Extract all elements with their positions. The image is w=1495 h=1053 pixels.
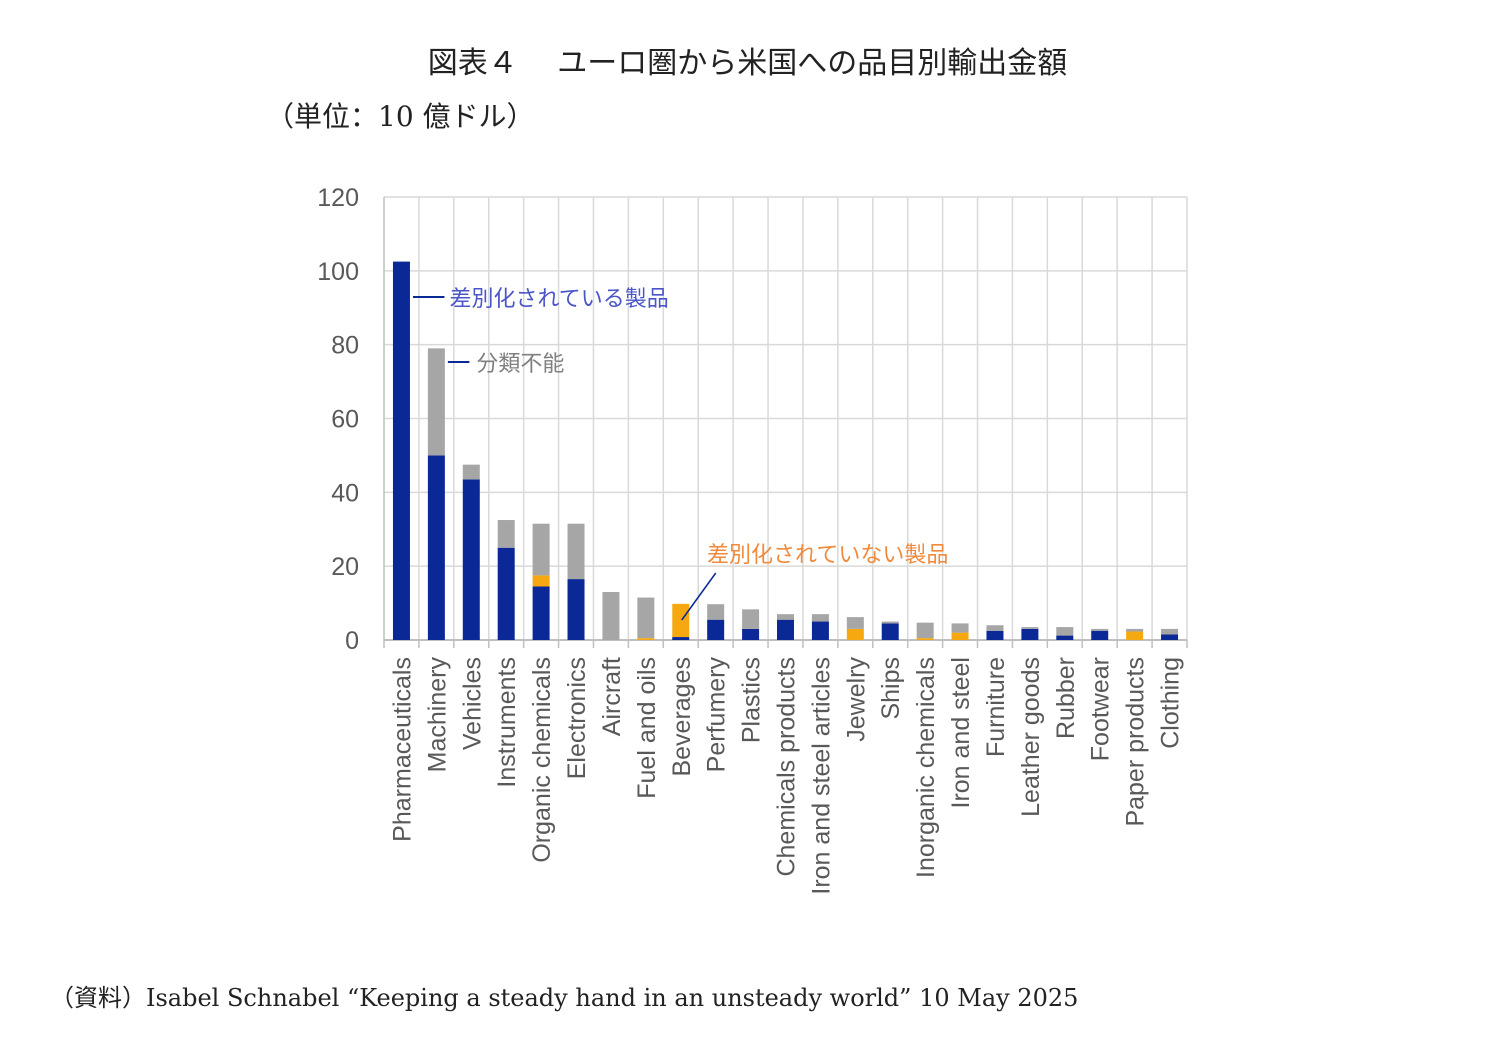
y-tick-label: 60 bbox=[331, 406, 359, 434]
bar-segment-unclassified bbox=[811, 614, 829, 622]
bar-segment-unclassified bbox=[707, 604, 725, 620]
x-tick-label: Pharmaceuticals bbox=[388, 657, 416, 842]
x-tick-label: Paper products bbox=[1122, 657, 1150, 827]
y-tick-label: 40 bbox=[331, 479, 359, 507]
bar-segment-unclassified bbox=[951, 623, 969, 633]
bar-segment-differentiated bbox=[567, 579, 585, 640]
x-tick-label: Beverages bbox=[668, 657, 696, 777]
bar-segment-differentiated bbox=[497, 547, 515, 640]
annotations: 差別化されている製品 分類不能 差別化されていない製品 bbox=[412, 287, 948, 621]
bar-segment-non-differentiated bbox=[916, 638, 934, 640]
bar-segment-unclassified bbox=[532, 523, 550, 576]
bar-segment-non-differentiated bbox=[951, 632, 969, 640]
x-tick-label: Clothing bbox=[1157, 657, 1185, 749]
x-tick-label: Leather goods bbox=[1017, 657, 1045, 817]
bar-segment-unclassified bbox=[1161, 628, 1179, 635]
bar-segment-unclassified bbox=[777, 614, 794, 620]
x-axis-labels: Pharmaceuticals Machinery Vehicles Instrume… bbox=[388, 657, 1184, 895]
source-note: （資料）Isabel Schnabel “Keeping a steady ha… bbox=[50, 984, 1079, 1012]
bar-segment-non-differentiated bbox=[532, 575, 550, 587]
bar-segment-unclassified bbox=[1056, 627, 1074, 636]
bars bbox=[392, 261, 1179, 640]
chart-title: 図表４ ユーロ圏から米国への品目別輸出金額 bbox=[427, 46, 1068, 81]
bar-segment-differentiated bbox=[672, 637, 690, 640]
annotation-non-differentiated: 差別化されていない製品 bbox=[707, 543, 948, 568]
bar-segment-unclassified bbox=[881, 621, 899, 624]
x-tick-label: Vehicles bbox=[458, 657, 486, 750]
bar-segment-unclassified bbox=[1126, 628, 1144, 632]
unit-label: （単位：10 億ドル） bbox=[266, 100, 535, 133]
bar-segment-unclassified bbox=[427, 348, 445, 456]
y-tick-label: 80 bbox=[331, 332, 359, 360]
bar-segment-differentiated bbox=[532, 586, 550, 640]
bar-segment-unclassified bbox=[462, 464, 480, 480]
x-tick-label: Fuel and oils bbox=[633, 657, 661, 799]
bar-segment-non-differentiated bbox=[637, 638, 655, 640]
bar-segment-differentiated bbox=[881, 623, 899, 640]
bar-segment-differentiated bbox=[742, 628, 760, 640]
bar-segment-differentiated bbox=[811, 621, 829, 640]
bar-segment-unclassified bbox=[846, 617, 864, 629]
x-tick-label: Machinery bbox=[423, 657, 451, 773]
y-axis: 0 20 40 60 80 100 120 bbox=[317, 184, 1188, 655]
x-tick-label: Rubber bbox=[1052, 657, 1080, 739]
bar-segment-differentiated bbox=[707, 619, 725, 640]
bar-segment-differentiated bbox=[1056, 635, 1074, 640]
bar-segment-unclassified bbox=[986, 625, 1004, 631]
x-tick-label: Electronics bbox=[563, 657, 591, 779]
bar-segment-unclassified bbox=[916, 622, 934, 639]
y-tick-label: 100 bbox=[317, 258, 359, 286]
bar-segment-differentiated bbox=[986, 630, 1004, 640]
bar-segment-non-differentiated bbox=[672, 603, 690, 638]
x-tick-label: Instruments bbox=[493, 657, 521, 788]
annotation-leader-non-differentiated bbox=[681, 572, 717, 621]
x-tick-label: Chemicals products bbox=[773, 657, 801, 877]
bar-segment-differentiated bbox=[392, 261, 410, 640]
bar-segment-unclassified bbox=[637, 597, 655, 639]
bar-segment-differentiated bbox=[462, 479, 480, 640]
x-tick-label: Furniture bbox=[982, 657, 1010, 757]
bar-segment-unclassified bbox=[742, 609, 760, 629]
annotation-differentiated: 差別化されている製品 bbox=[449, 287, 668, 312]
y-tick-label: 20 bbox=[331, 553, 359, 581]
y-tick-label: 120 bbox=[317, 184, 359, 212]
x-tick-label: Organic chemicals bbox=[528, 657, 556, 863]
bar-segment-unclassified bbox=[567, 523, 585, 580]
gridlines bbox=[384, 196, 1188, 641]
y-tick-label: 0 bbox=[345, 627, 359, 655]
annotation-unclassified: 分類不能 bbox=[476, 352, 564, 377]
bar-segment-differentiated bbox=[427, 455, 445, 640]
bar-segment-non-differentiated bbox=[1126, 631, 1144, 640]
bar-segment-unclassified bbox=[1091, 628, 1109, 631]
x-tick-label: Perfumery bbox=[703, 657, 731, 773]
x-tick-label: Jewelry bbox=[842, 657, 870, 742]
bar-segment-differentiated bbox=[777, 619, 794, 640]
x-tick-label: Footwear bbox=[1087, 657, 1115, 761]
bar-segment-differentiated bbox=[1021, 628, 1039, 640]
bar-segment-differentiated bbox=[1091, 630, 1109, 640]
x-tick-label: Plastics bbox=[738, 657, 766, 743]
bar-segment-non-differentiated bbox=[846, 628, 864, 640]
x-tick-label: Iron and steel articles bbox=[807, 657, 835, 895]
bar-segment-differentiated bbox=[1161, 634, 1179, 640]
x-tick-label: Ships bbox=[877, 657, 905, 720]
x-tick-label: Iron and steel bbox=[947, 657, 975, 809]
x-tick-label: Inorganic chemicals bbox=[912, 657, 940, 878]
bar-segment-unclassified bbox=[602, 592, 620, 640]
bar-segment-unclassified bbox=[497, 520, 515, 548]
bar-segment-unclassified bbox=[1021, 627, 1039, 629]
x-tick-label: Aircraft bbox=[598, 657, 626, 736]
